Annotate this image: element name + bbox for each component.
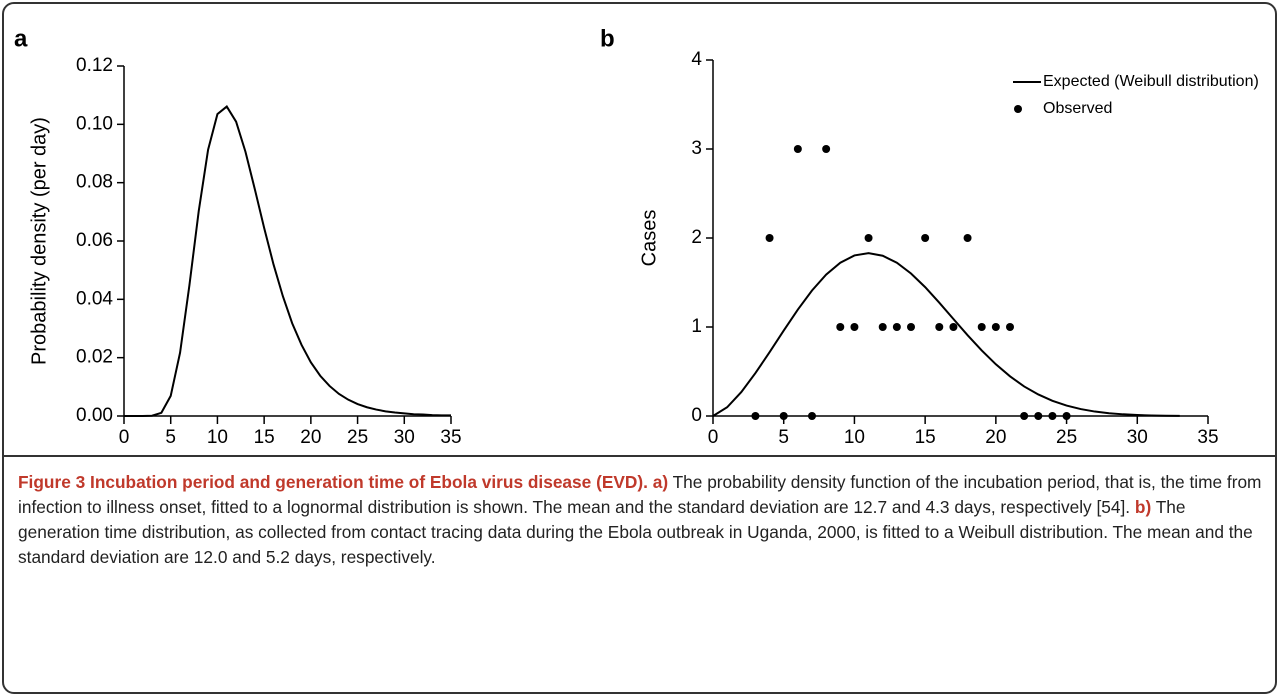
y-tick-label: 0.06 (76, 230, 113, 251)
observed-point (907, 323, 915, 331)
observed-point (921, 234, 930, 242)
y-axis-label: Cases (638, 210, 660, 267)
legend-label: Expected (Weibull distribution) (1043, 73, 1259, 90)
observed-point (822, 145, 831, 153)
x-tick-label: 10 (207, 427, 228, 448)
caption: Figure 3 Incubation period and generatio… (18, 470, 1263, 570)
legend-marker (1014, 105, 1022, 113)
panel-label: b (600, 25, 615, 52)
y-tick-label: 3 (691, 138, 702, 159)
y-tick-label: 0.08 (76, 172, 113, 193)
observed-point (878, 323, 887, 331)
x-tick-label: 30 (394, 427, 415, 448)
caption-text: The probability density function of the … (18, 472, 1262, 517)
observed-point (765, 234, 774, 242)
separator (4, 455, 1275, 457)
observed-point (1020, 412, 1029, 420)
observed-point (808, 412, 816, 420)
panel-label: a (14, 25, 28, 52)
caption-text: The generation time distribution, as col… (18, 497, 1253, 567)
y-tick-label: 0.02 (76, 347, 113, 368)
observed-point (836, 323, 845, 331)
curve (124, 105, 451, 417)
observed-point (935, 323, 944, 331)
observed-point (793, 145, 802, 153)
observed-point (850, 323, 859, 331)
observed-point (1062, 412, 1071, 420)
x-tick-label: 35 (1197, 427, 1218, 448)
x-tick-label: 5 (778, 427, 789, 448)
y-tick-label: 1 (691, 316, 702, 337)
observed-point (991, 323, 1000, 331)
figure: a0.000.020.040.060.080.100.120 5 10 15 20 25 3… (14, 25, 1259, 448)
y-tick-label: 0.12 (76, 55, 113, 76)
y-tick-label: 2 (691, 227, 702, 248)
x-tick-label: 20 (300, 427, 321, 448)
x-tick-label: 25 (1056, 427, 1077, 448)
curve (712, 252, 1180, 417)
x-tick-label: 0 (119, 427, 130, 448)
observed-point (864, 234, 873, 242)
x-tick-label: 10 (844, 427, 865, 448)
x-tick-label: 35 (440, 427, 461, 448)
legend-label: Observed (1043, 100, 1112, 117)
observed-point (1006, 323, 1014, 331)
panel-ref: a) (652, 472, 669, 492)
x-tick-label: 25 (347, 427, 368, 448)
observed-point (963, 234, 972, 242)
observed-point (949, 323, 958, 331)
y-axis-label: Probability density (per day) (28, 117, 50, 365)
caption-title: Figure 3 Incubation period and generatio… (18, 472, 648, 492)
observed-point (751, 412, 760, 420)
x-tick-label: 30 (1127, 427, 1148, 448)
observed-point (779, 412, 788, 420)
y-tick-label: 0 (691, 405, 702, 426)
observed-point (1034, 412, 1043, 420)
panel-ref: b) (1134, 497, 1152, 517)
y-tick-label: 0.10 (76, 113, 113, 134)
observed-point (892, 323, 901, 331)
x-tick-label: 5 (165, 427, 176, 448)
observed-point (1048, 412, 1057, 420)
x-tick-label: 0 (708, 427, 719, 448)
y-tick-label: 0.04 (76, 288, 113, 309)
observed-point (977, 323, 986, 331)
x-tick-label: 15 (915, 427, 936, 448)
x-tick-label: 20 (985, 427, 1006, 448)
x-tick-label: 15 (254, 427, 275, 448)
y-tick-label: 4 (691, 49, 702, 70)
y-tick-label: 0.00 (76, 405, 113, 426)
